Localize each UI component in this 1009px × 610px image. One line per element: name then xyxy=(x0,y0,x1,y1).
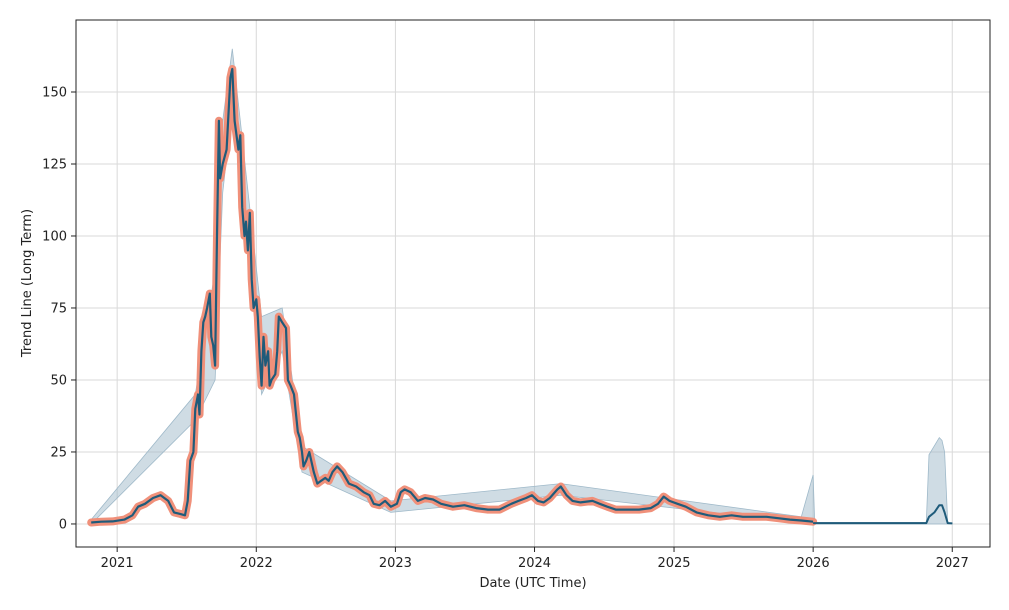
forecast-trend-series xyxy=(813,504,953,525)
y-tick-label: 100 xyxy=(42,229,67,244)
series-layer xyxy=(87,65,953,527)
y-tick-label: 75 xyxy=(50,301,67,316)
y-tick-label: 25 xyxy=(50,445,67,460)
y-tick-label: 0 xyxy=(59,517,67,532)
x-tick-label: 2026 xyxy=(797,556,830,571)
x-tick-label: 2023 xyxy=(379,556,412,571)
x-tick-label: 2021 xyxy=(101,556,134,571)
x-tick-label: 2025 xyxy=(657,556,690,571)
y-axis-title: Trend Line (Long Term) xyxy=(20,209,35,358)
x-axis-title: Date (UTC Time) xyxy=(479,576,586,591)
y-tick-label: 150 xyxy=(42,85,67,100)
y-tick-label: 125 xyxy=(42,157,67,172)
x-tick-label: 2027 xyxy=(936,556,969,571)
x-tick-label: 2024 xyxy=(518,556,551,571)
history-outline-series xyxy=(87,65,818,527)
history-trend-series xyxy=(91,67,814,524)
axes-layer: 2021 2022 2023 2024 2025 2026 2027 0 25 50 75 100 12… xyxy=(42,19,991,571)
y-tick-label: 50 xyxy=(50,373,67,388)
x-tick-label: 2022 xyxy=(240,556,273,571)
plot-frame xyxy=(75,19,991,548)
grid-layer xyxy=(76,20,990,547)
